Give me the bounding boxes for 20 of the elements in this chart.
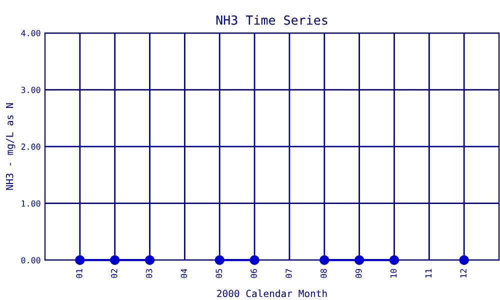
y-tick-label: 2.00: [21, 144, 40, 150]
x-tick-label: 10: [390, 268, 397, 278]
x-axis-title: 2000 Calendar Month: [217, 290, 327, 298]
x-tick-label: 04: [180, 268, 188, 278]
y-axis-title: NH3 - mg/L as N: [6, 103, 16, 190]
x-tick-label: 11: [425, 269, 432, 278]
x-tick-label: 08: [320, 268, 327, 278]
x-tick-label: 09: [355, 269, 362, 278]
y-tick-label: 0.00: [21, 257, 40, 264]
x-tick-label: 03: [146, 269, 152, 278]
x-tick-label: 07: [286, 269, 292, 278]
x-tick-label: 01: [76, 269, 82, 278]
x-tick-label: 12: [460, 269, 466, 278]
chart-title: NH3 Time Series: [216, 15, 328, 25]
y-tick-label: 3.00: [21, 86, 40, 94]
x-tick-label: 06: [250, 268, 257, 278]
y-tick-label: 4.00: [21, 30, 40, 36]
x-tick-label: 05: [216, 269, 222, 278]
x-tick-label: 02: [110, 269, 118, 278]
y-tick-label: 1.00: [22, 200, 40, 207]
